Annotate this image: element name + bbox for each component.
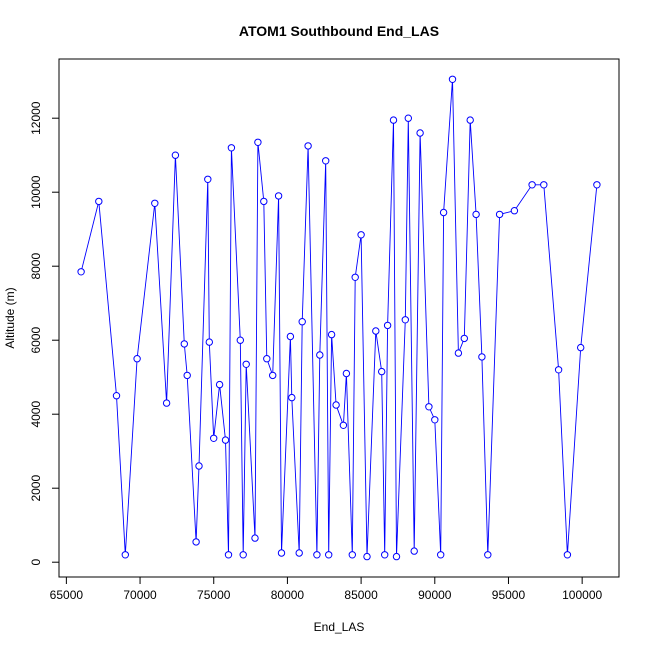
data-point [378, 367, 386, 376]
x-tick-label: 75000 [197, 588, 231, 602]
chart-title: ATOM1 Southbound End_LAS [239, 23, 439, 39]
data-point [404, 114, 412, 122]
data-point [472, 210, 480, 219]
x-tick-label: 90000 [418, 588, 452, 602]
data-point [224, 551, 233, 559]
data-point [298, 318, 306, 326]
data-point [215, 380, 224, 389]
data-point [322, 157, 330, 165]
data-point [251, 534, 259, 542]
data-point [510, 207, 519, 215]
data-point [183, 371, 191, 380]
data-point [195, 462, 203, 470]
data-point [254, 138, 262, 147]
data-point [392, 552, 401, 561]
y-tick-label: 12000 [29, 101, 43, 135]
data-point [95, 197, 103, 206]
data-point [269, 371, 277, 380]
data-point [372, 327, 380, 335]
y-tick-label: 2000 [29, 475, 43, 502]
data-point [540, 181, 548, 189]
data-point [357, 231, 365, 239]
data-point [239, 551, 247, 559]
y-tick-label: 8000 [29, 253, 43, 280]
data-point [466, 116, 474, 124]
data-point [210, 434, 218, 442]
data-point [554, 366, 563, 374]
data-point [342, 369, 351, 378]
data-point [448, 75, 457, 84]
data-point [227, 144, 236, 152]
data-point [425, 403, 433, 411]
data-point [162, 399, 171, 407]
data-point [260, 197, 268, 206]
data-point [77, 268, 85, 276]
data-point [304, 142, 312, 150]
data-point [133, 355, 141, 363]
x-tick-label: 100000 [562, 588, 602, 602]
data-point [577, 343, 585, 352]
data-point [439, 208, 448, 217]
data-point [192, 538, 200, 546]
data-point [410, 547, 418, 555]
data-point [431, 416, 439, 424]
data-point [478, 353, 486, 361]
data-point [416, 129, 424, 137]
data-point [495, 210, 504, 219]
y-tick-label: 6000 [29, 327, 43, 354]
series-points [77, 75, 601, 561]
data-point [460, 334, 468, 343]
x-tick-label: 85000 [344, 588, 378, 602]
data-point [295, 549, 303, 557]
y-tick-label: 0 [29, 559, 43, 566]
data-point [277, 549, 286, 557]
data-point [121, 551, 130, 559]
data-point [221, 436, 230, 444]
data-point [339, 421, 348, 429]
data-point [454, 349, 463, 357]
data-point [563, 551, 572, 559]
data-point [180, 340, 189, 348]
data-point [401, 316, 409, 324]
x-tick-label: 70000 [123, 588, 157, 602]
data-point [528, 181, 536, 189]
data-point [332, 401, 340, 409]
data-point [288, 393, 296, 402]
data-point [204, 175, 212, 184]
data-point [327, 330, 336, 339]
data-point [236, 336, 245, 344]
data-point [242, 360, 250, 368]
data-point [437, 551, 445, 559]
x-tick-label: 95000 [492, 588, 526, 602]
y-tick-label: 10000 [29, 175, 43, 209]
x-tick-label: 80000 [271, 588, 305, 602]
data-point [348, 551, 356, 559]
data-point [351, 273, 359, 281]
y-axis-label: Altitude (m) [3, 287, 17, 348]
data-point [313, 551, 321, 559]
data-point [151, 199, 159, 208]
data-point [484, 551, 492, 559]
x-axis-label: End_LAS [314, 620, 365, 634]
data-point [389, 116, 398, 124]
x-axis: 65000 70000 75000 80000 85000 90000 95000 10000… [50, 576, 603, 602]
data-point [112, 392, 121, 400]
x-tick-label: 65000 [50, 588, 84, 602]
data-point [316, 351, 324, 359]
data-point [286, 332, 295, 341]
data-point [274, 192, 283, 200]
data-point [325, 551, 333, 559]
plot-frame [58, 58, 620, 578]
data-point [363, 552, 371, 561]
data-point [381, 551, 389, 559]
data-point [171, 151, 180, 159]
data-point [593, 181, 601, 189]
data-point [383, 321, 392, 330]
y-tick-label: 4000 [29, 401, 43, 428]
data-point [205, 338, 214, 346]
data-point [263, 355, 271, 363]
